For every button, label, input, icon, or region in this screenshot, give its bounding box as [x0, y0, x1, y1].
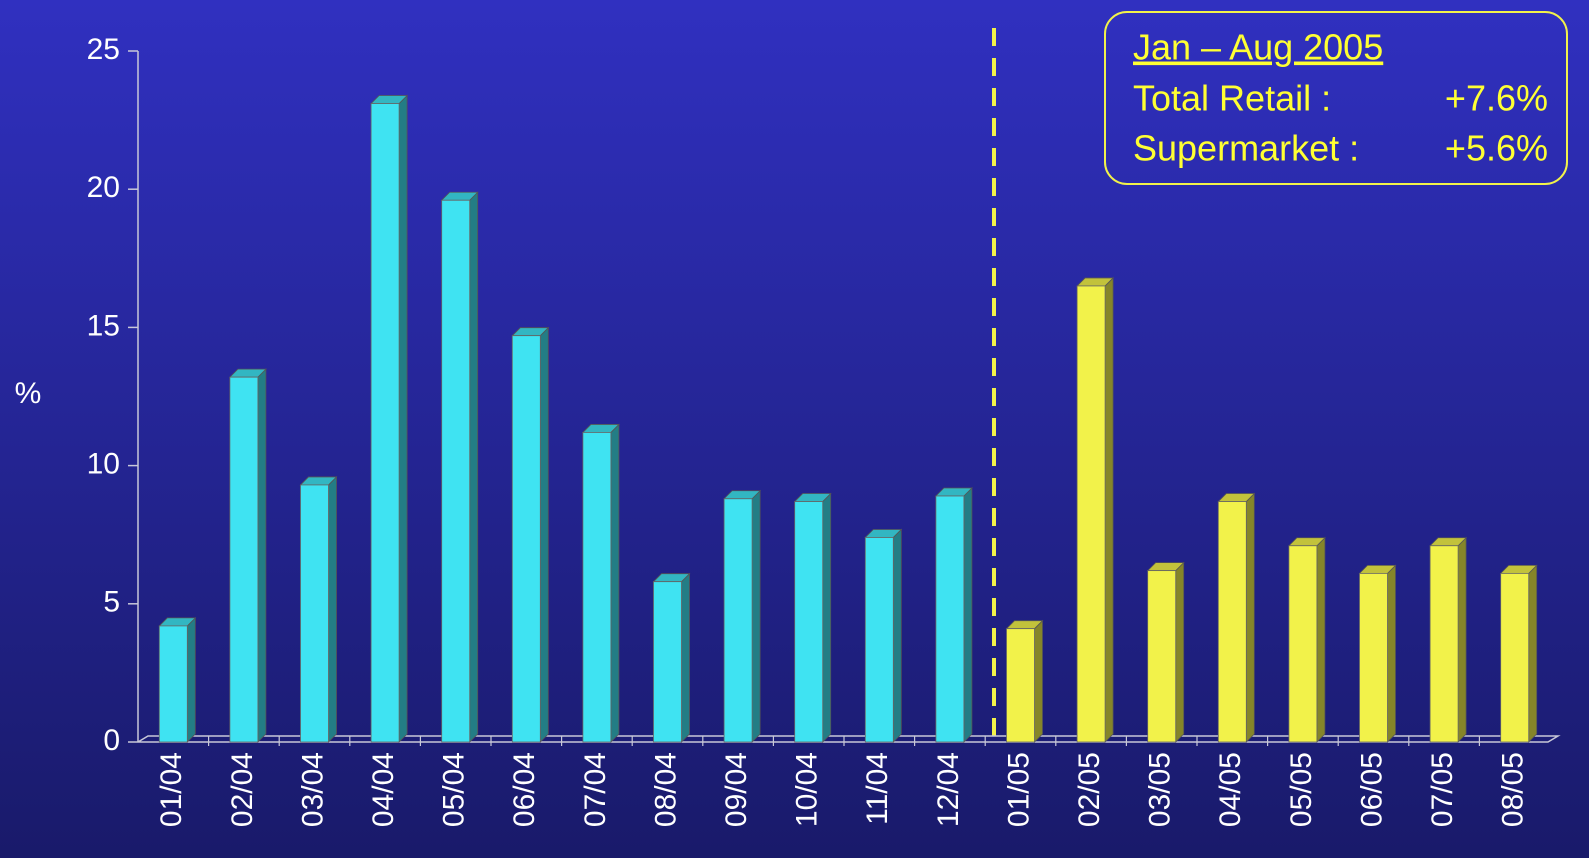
y-tick-label: 10: [87, 448, 120, 481]
x-tick-label: 04/05: [1214, 752, 1247, 827]
bar-side: [681, 572, 690, 743]
x-tick-label: 09/04: [720, 752, 753, 827]
x-tick-label: 10/04: [791, 752, 824, 827]
bar: [370, 103, 400, 743]
bar-side: [1387, 564, 1396, 743]
bar-side: [186, 616, 196, 743]
annotation-label: Total Retail :: [1133, 78, 1331, 119]
x-tick-label: 01/04: [155, 752, 188, 827]
y-axis-label: %: [15, 377, 42, 410]
annotation-title: Jan – Aug 2005: [1133, 27, 1383, 68]
bar: [1006, 628, 1035, 743]
y-tick-label: 5: [103, 586, 120, 619]
x-tick-label: 05/05: [1285, 752, 1318, 827]
x-tick-label: 08/04: [649, 752, 682, 827]
bar-side: [892, 528, 902, 743]
x-tick-label: 06/05: [1355, 752, 1388, 827]
bar-side: [1175, 561, 1185, 743]
bar-side: [257, 368, 267, 743]
y-tick-label: 20: [87, 171, 120, 204]
annotation-value: +5.6%: [1445, 128, 1548, 169]
y-tick-label: 0: [103, 724, 120, 757]
bar-side: [1034, 619, 1043, 743]
bar: [582, 432, 612, 743]
bar: [300, 484, 329, 743]
bar-side: [1104, 276, 1114, 743]
bar: [441, 199, 471, 743]
bar-side: [751, 489, 761, 743]
bar-side: [1245, 492, 1255, 743]
x-tick-label: 08/05: [1497, 752, 1530, 827]
y-tick-label: 25: [87, 33, 120, 66]
bar: [1288, 545, 1318, 743]
bar: [1500, 572, 1530, 743]
bar: [864, 537, 894, 743]
bar: [158, 625, 188, 743]
bar-side: [328, 475, 337, 743]
x-tick-label: 02/05: [1073, 752, 1106, 827]
x-tick-label: 11/04: [861, 752, 894, 825]
x-tick-label: 12/04: [932, 752, 965, 827]
x-tick-label: 05/04: [438, 752, 471, 827]
bar: [935, 495, 965, 743]
bar-side: [469, 191, 479, 743]
bar: [1359, 572, 1388, 743]
bar-side: [822, 492, 832, 743]
bar: [653, 581, 682, 743]
y-tick-label: 15: [87, 309, 120, 342]
bar-side: [963, 487, 973, 743]
bar: [794, 501, 824, 743]
bar-side: [1316, 536, 1326, 743]
bar: [723, 498, 753, 743]
x-tick-label: 03/05: [1144, 752, 1177, 827]
x-tick-label: 01/05: [1002, 752, 1035, 827]
bar: [1076, 285, 1106, 743]
bar: [511, 335, 541, 743]
bar: [1217, 501, 1247, 743]
bar: [229, 376, 259, 743]
bar-side: [1528, 564, 1538, 743]
x-tick-label: 03/04: [296, 752, 329, 827]
bar: [1147, 570, 1177, 743]
annotation-box: [1104, 11, 1568, 185]
bar-side: [539, 326, 549, 743]
x-tick-label: 04/04: [367, 752, 400, 827]
bar: [1429, 545, 1459, 743]
bar-side: [398, 94, 408, 743]
x-tick-label: 07/05: [1426, 752, 1459, 827]
x-tick-label: 06/04: [508, 752, 541, 827]
annotation-value: +7.6%: [1445, 78, 1548, 119]
bar-side: [1457, 536, 1467, 743]
x-tick-label: 02/04: [226, 752, 259, 827]
x-tick-label: 07/04: [579, 752, 612, 827]
annotation-label: Supermarket :: [1133, 128, 1359, 169]
bar-side: [610, 423, 620, 743]
